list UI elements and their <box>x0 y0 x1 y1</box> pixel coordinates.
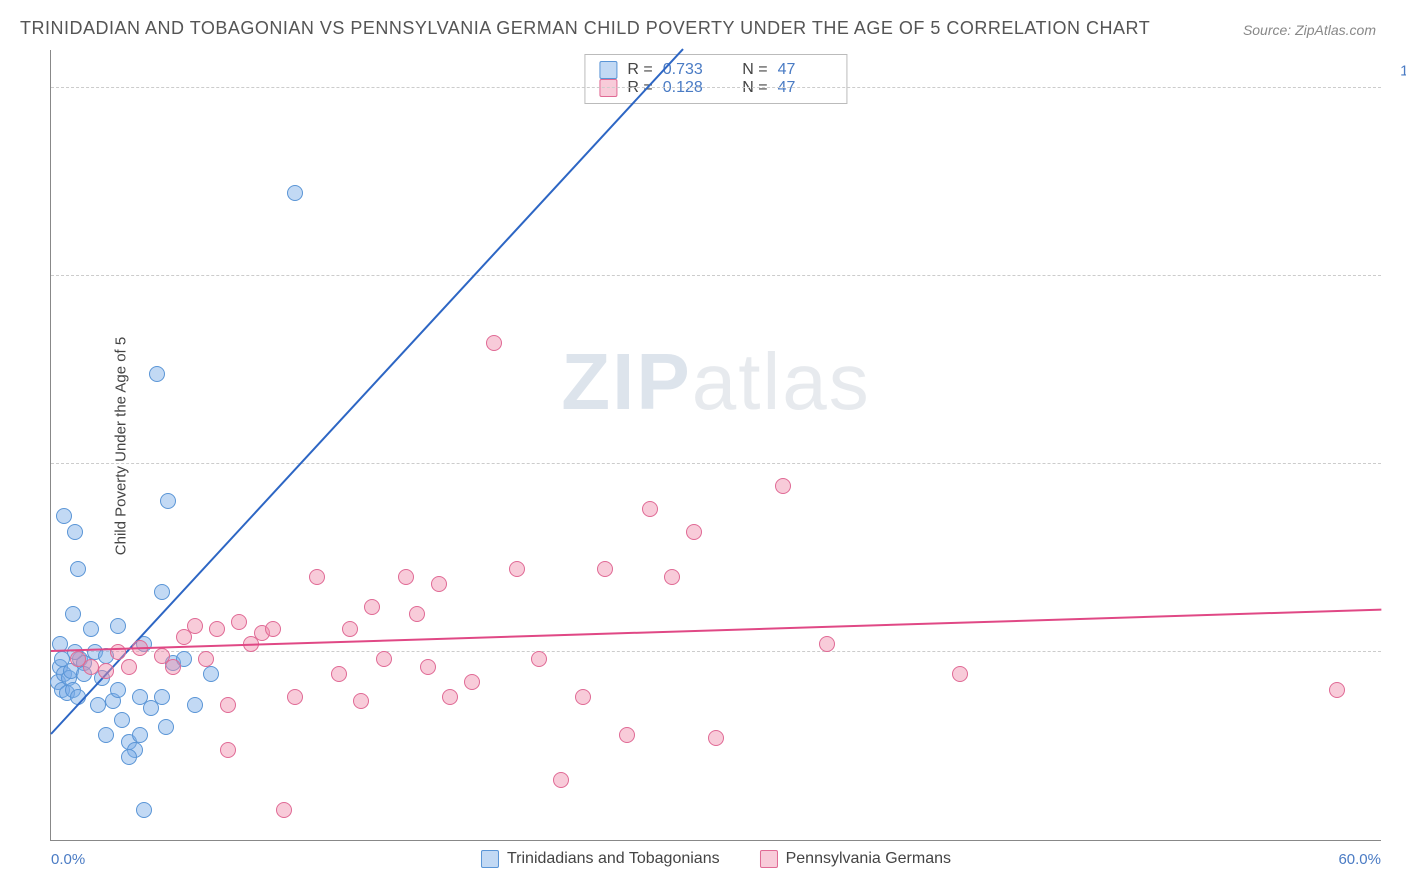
correlation-legend: R = 0.733 N = 47R = 0.128 N = 47 <box>584 54 847 104</box>
data-point <box>287 185 303 201</box>
trend-line <box>50 48 683 734</box>
data-point <box>98 663 114 679</box>
data-point <box>553 772 569 788</box>
data-point <box>331 666 347 682</box>
series-legend: Trinidadians and Tobagonians Pennsylvania… <box>481 850 951 868</box>
data-point <box>132 727 148 743</box>
data-point <box>160 493 176 509</box>
data-point <box>575 689 591 705</box>
data-point <box>203 666 219 682</box>
data-point <box>121 749 137 765</box>
n-value: 47 <box>778 79 833 97</box>
data-point <box>110 644 126 660</box>
data-point <box>83 659 99 675</box>
data-point <box>98 727 114 743</box>
data-point <box>342 621 358 637</box>
data-point <box>309 569 325 585</box>
legend-swatch <box>599 79 617 97</box>
data-point <box>65 606 81 622</box>
data-point <box>165 659 181 675</box>
data-point <box>442 689 458 705</box>
data-point <box>209 621 225 637</box>
n-label: N = <box>742 79 767 97</box>
n-label: N = <box>742 61 767 79</box>
y-tick-label: 25.0% <box>1391 626 1406 643</box>
data-point <box>619 727 635 743</box>
data-point <box>597 561 613 577</box>
data-point <box>187 697 203 713</box>
data-point <box>198 651 214 667</box>
watermark: ZIPatlas <box>561 336 870 428</box>
data-point <box>431 576 447 592</box>
data-point <box>121 659 137 675</box>
data-point <box>154 689 170 705</box>
data-point <box>110 682 126 698</box>
scatter-plot: ZIPatlas R = 0.733 N = 47R = 0.128 N = 4… <box>50 50 1381 841</box>
data-point <box>56 508 72 524</box>
gridline <box>51 87 1381 88</box>
data-point <box>531 651 547 667</box>
data-point <box>398 569 414 585</box>
data-point <box>136 802 152 818</box>
data-point <box>353 693 369 709</box>
data-point <box>708 730 724 746</box>
data-point <box>486 335 502 351</box>
y-tick-label: 100.0% <box>1391 62 1406 79</box>
data-point <box>464 674 480 690</box>
data-point <box>664 569 680 585</box>
legend-row: R = 0.128 N = 47 <box>599 79 832 97</box>
data-point <box>90 697 106 713</box>
series-name: Trinidadians and Tobagonians <box>507 850 720 868</box>
data-point <box>819 636 835 652</box>
legend-item: Pennsylvania Germans <box>760 850 951 868</box>
data-point <box>642 501 658 517</box>
data-point <box>114 712 130 728</box>
data-point <box>265 621 281 637</box>
series-name: Pennsylvania Germans <box>786 850 951 868</box>
data-point <box>67 524 83 540</box>
x-tick-label: 60.0% <box>1338 851 1381 868</box>
data-point <box>420 659 436 675</box>
gridline <box>51 275 1381 276</box>
data-point <box>952 666 968 682</box>
chart-title: TRINIDADIAN AND TOBAGONIAN VS PENNSYLVAN… <box>20 18 1150 39</box>
data-point <box>775 478 791 494</box>
data-point <box>158 719 174 735</box>
y-tick-label: 50.0% <box>1391 438 1406 455</box>
x-tick-label: 0.0% <box>51 851 85 868</box>
data-point <box>276 802 292 818</box>
gridline <box>51 463 1381 464</box>
data-point <box>364 599 380 615</box>
data-point <box>83 621 99 637</box>
trend-line <box>51 609 1381 652</box>
n-value: 47 <box>778 61 833 79</box>
data-point <box>287 689 303 705</box>
data-point <box>220 742 236 758</box>
data-point <box>149 366 165 382</box>
data-point <box>686 524 702 540</box>
r-value: 0.733 <box>663 61 718 79</box>
legend-row: R = 0.733 N = 47 <box>599 61 832 79</box>
r-value: 0.128 <box>663 79 718 97</box>
data-point <box>70 561 86 577</box>
data-point <box>154 584 170 600</box>
data-point <box>187 618 203 634</box>
legend-swatch <box>599 61 617 79</box>
legend-swatch <box>760 850 778 868</box>
data-point <box>1329 682 1345 698</box>
r-label: R = <box>627 61 652 79</box>
legend-item: Trinidadians and Tobagonians <box>481 850 720 868</box>
y-tick-label: 75.0% <box>1391 250 1406 267</box>
legend-swatch <box>481 850 499 868</box>
data-point <box>231 614 247 630</box>
data-point <box>376 651 392 667</box>
data-point <box>110 618 126 634</box>
data-point <box>509 561 525 577</box>
source-label: Source: ZipAtlas.com <box>1243 22 1376 38</box>
data-point <box>409 606 425 622</box>
data-point <box>220 697 236 713</box>
